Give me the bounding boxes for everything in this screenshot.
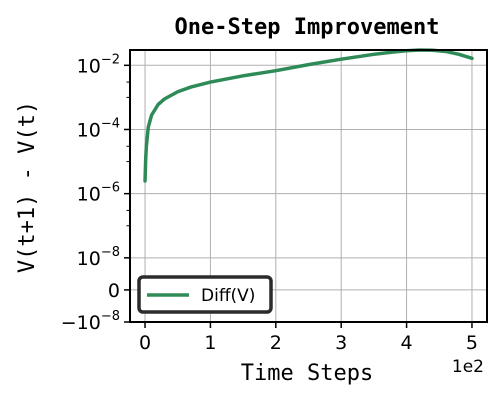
y-tick-exponent: −8: [101, 245, 120, 260]
y-tick-base: 10: [77, 184, 101, 206]
legend: Diff(V): [137, 275, 273, 314]
y-tick-label: −10−8: [61, 309, 120, 334]
plot-frame: [129, 49, 488, 323]
legend-label-diff-v: Diff(V): [201, 286, 255, 306]
y-tick-exponent: −4: [101, 116, 120, 131]
x-tick-label: 1: [204, 332, 216, 354]
x-tick-label: 3: [335, 332, 347, 354]
y-tick-exponent: −6: [101, 181, 120, 196]
y-tick-base: −10: [61, 312, 101, 334]
y-tick-label: 0: [108, 280, 120, 302]
y-tick-exponent: −8: [101, 309, 120, 324]
x-tick-label: 0: [139, 332, 151, 354]
y-tick-base: 0: [108, 280, 120, 302]
x-axis-label: Time Steps: [241, 361, 373, 386]
y-axis-label: V(t+1) - V(t): [15, 101, 40, 273]
series-layer: [143, 48, 474, 183]
y-tick-label: 10−2: [77, 52, 120, 77]
y-tick-base: 10: [77, 248, 101, 270]
chart-title: One-Step Improvement: [175, 15, 440, 40]
x-tick-label: 5: [466, 332, 478, 354]
series-line-diff-v: [143, 48, 474, 183]
x-tick-label: 4: [401, 332, 413, 354]
y-tick-base: 10: [77, 119, 101, 141]
y-tick-label: 10−6: [77, 181, 120, 206]
x-ticks: 0 1 2 3 4 5: [139, 322, 478, 354]
y-tick-exponent: −2: [101, 52, 120, 67]
y-tick-label: 10−4: [77, 116, 120, 141]
y-tick-label: 10−8: [77, 245, 120, 270]
x-axis-offset-label: 1e2: [452, 357, 484, 377]
x-tick-label: 2: [270, 332, 282, 354]
legend-box: [137, 275, 273, 314]
y-tick-base: 10: [77, 55, 101, 77]
